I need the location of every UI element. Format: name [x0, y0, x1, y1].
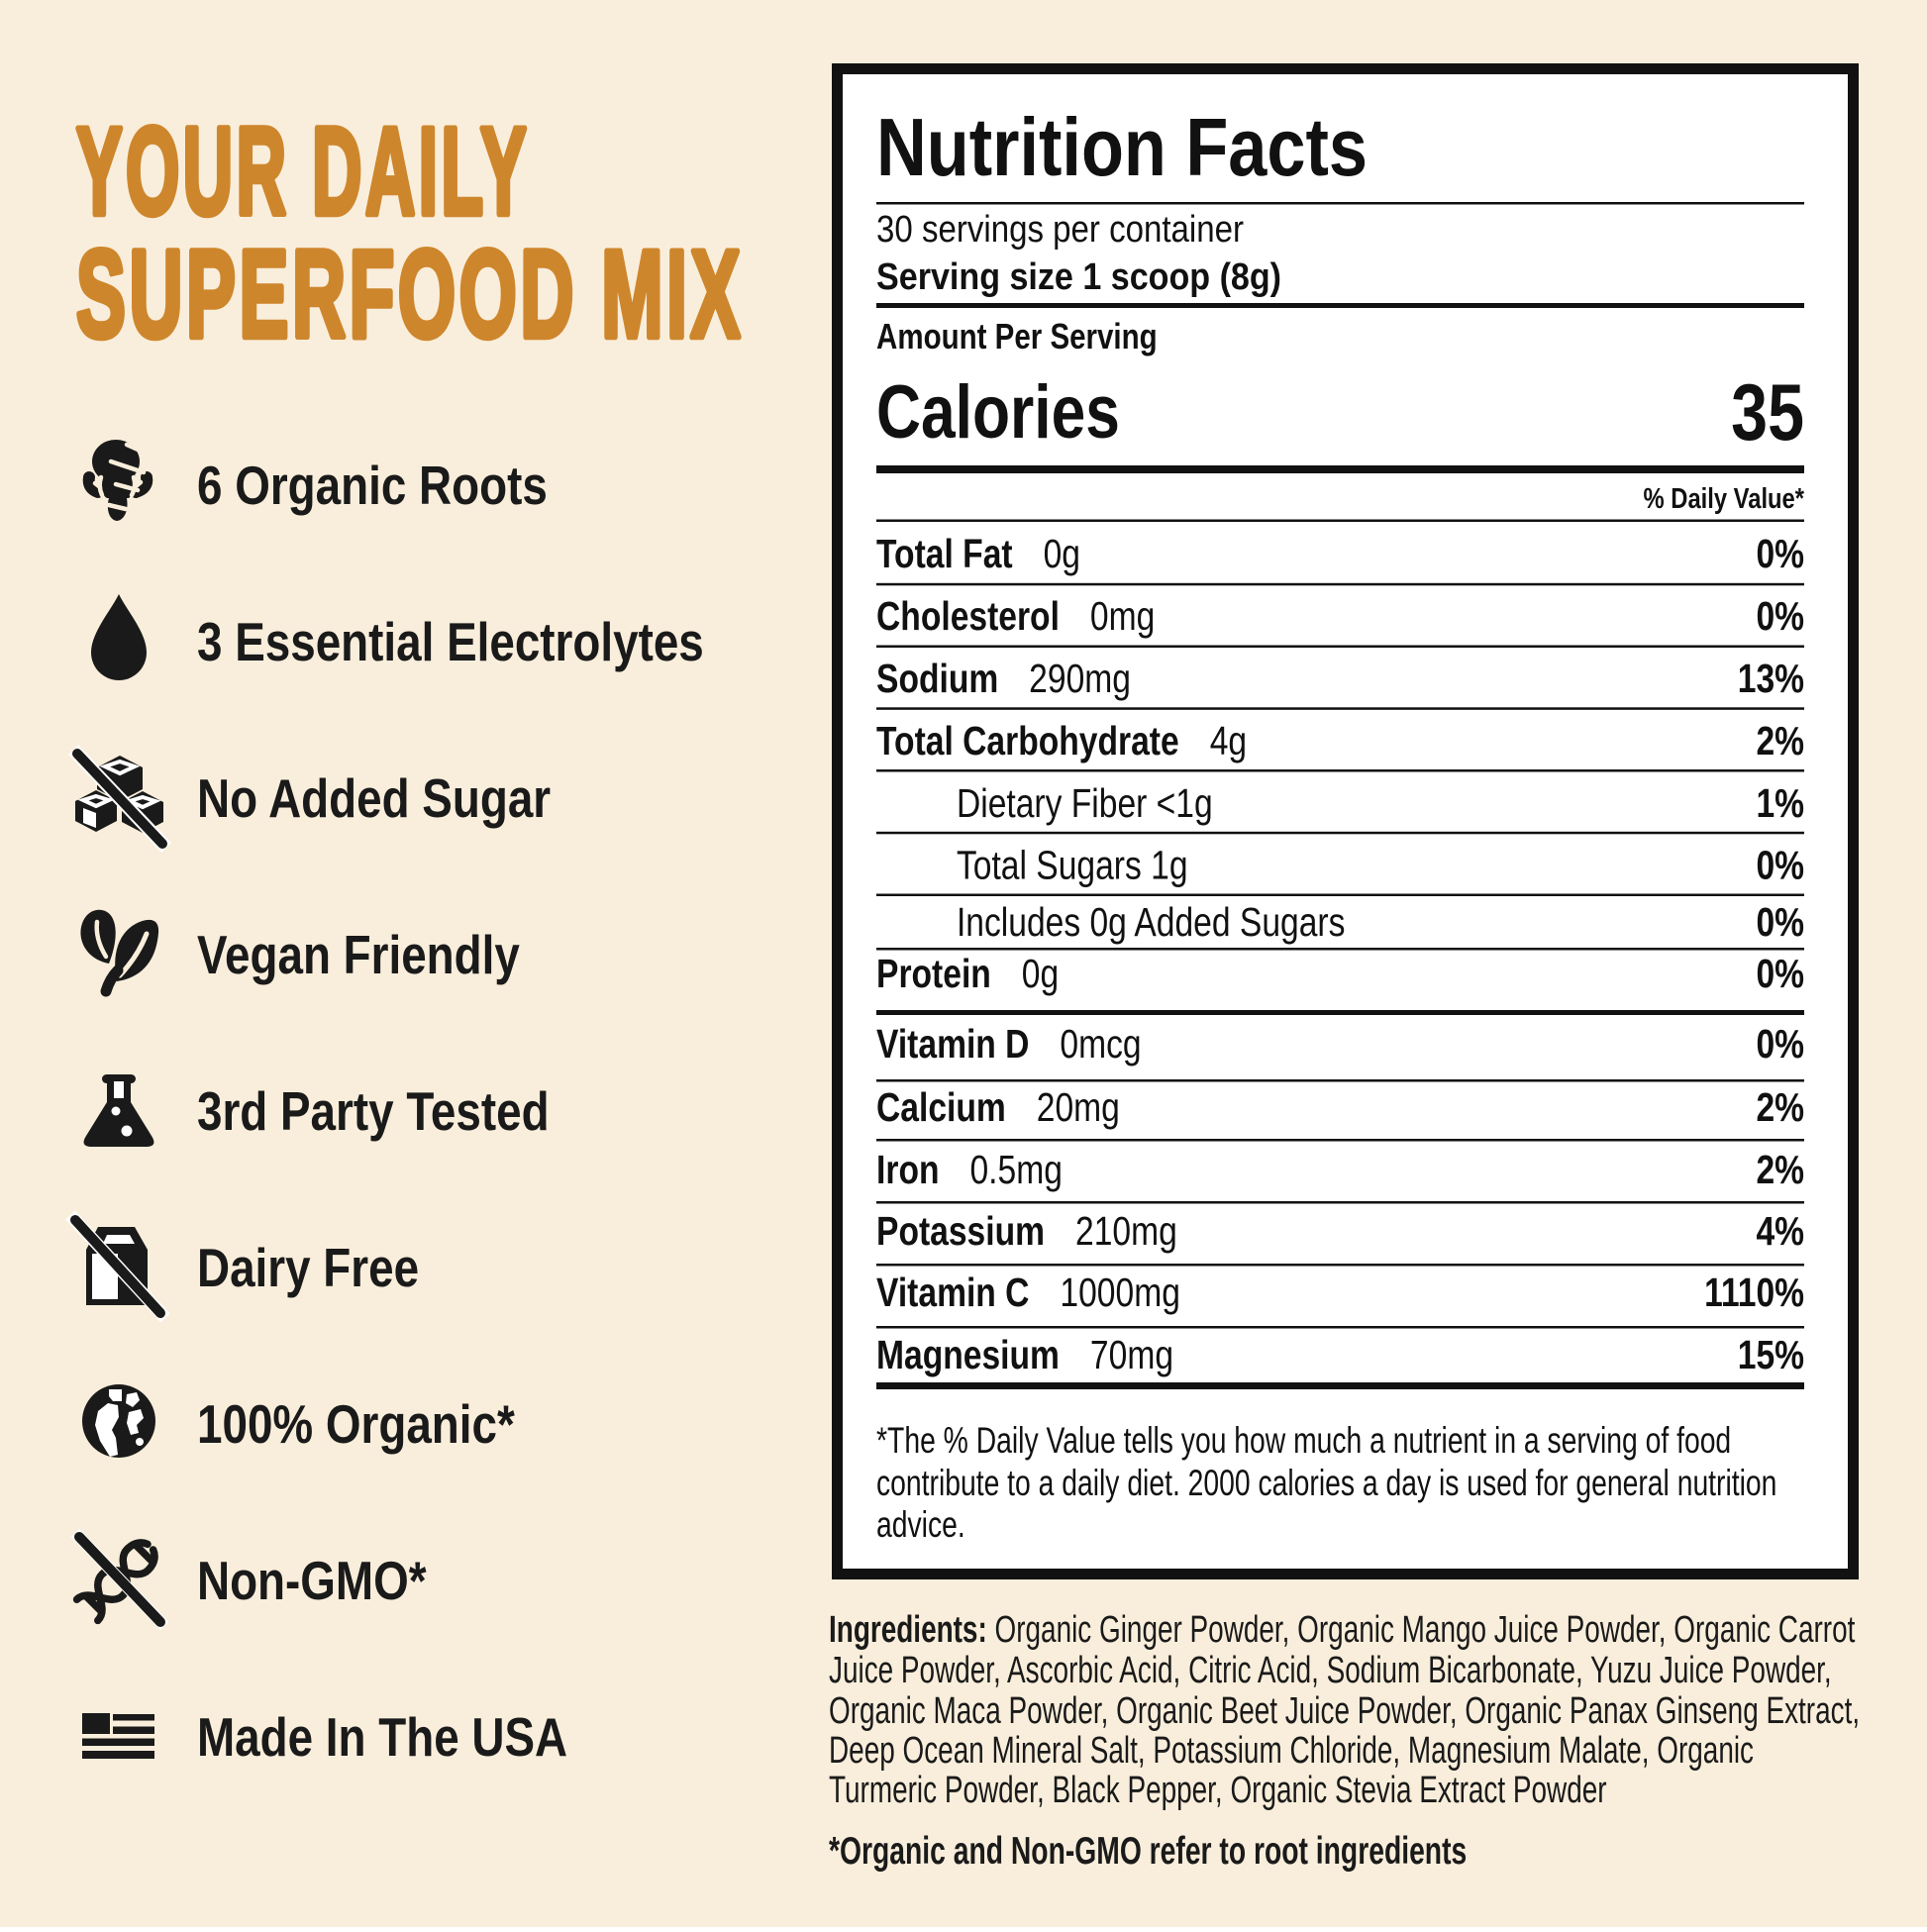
svg-text:2%: 2% — [1756, 1084, 1804, 1130]
svg-text:0%: 0% — [1756, 531, 1804, 576]
svg-text:0.5mg: 0.5mg — [969, 1147, 1062, 1192]
svg-text:Amount Per Serving: Amount Per Serving — [876, 316, 1158, 356]
svg-text:6 Organic Roots: 6 Organic Roots — [197, 455, 548, 516]
svg-text:Ingredients: Organic Ginger Po: Ingredients: Organic Ginger Powder, Orga… — [829, 1609, 1856, 1651]
svg-text:13%: 13% — [1738, 656, 1804, 701]
svg-text:0%: 0% — [1756, 951, 1804, 996]
svg-text:Cholesterol: Cholesterol — [876, 593, 1060, 639]
svg-text:4g: 4g — [1210, 718, 1247, 763]
svg-text:Total Carbohydrate: Total Carbohydrate — [876, 718, 1179, 763]
svg-text:3 Essential Electrolytes: 3 Essential Electrolytes — [197, 611, 704, 672]
svg-text:contribute to a daily diet. 20: contribute to a daily diet. 2000 calorie… — [876, 1462, 1776, 1503]
svg-text:Calcium: Calcium — [876, 1084, 1006, 1130]
svg-text:No Added Sugar: No Added Sugar — [197, 767, 551, 829]
svg-text:Total Sugars 1g: Total Sugars 1g — [957, 842, 1188, 887]
svg-text:Non-GMO*: Non-GMO* — [197, 1550, 427, 1611]
svg-text:Juice Powder, Ascorbic Acid, C: Juice Powder, Ascorbic Acid, Citric Acid… — [829, 1650, 1832, 1691]
svg-text:3rd Party Tested: 3rd Party Tested — [197, 1080, 550, 1142]
svg-text:1%: 1% — [1756, 780, 1804, 826]
svg-text:0mcg: 0mcg — [1060, 1021, 1141, 1067]
svg-text:2%: 2% — [1756, 1147, 1804, 1192]
svg-text:Iron: Iron — [876, 1147, 939, 1192]
svg-text:Total Fat: Total Fat — [876, 531, 1013, 576]
svg-text:20mg: 20mg — [1037, 1084, 1120, 1130]
svg-text:15%: 15% — [1738, 1332, 1804, 1377]
svg-text:Dietary Fiber <1g: Dietary Fiber <1g — [957, 780, 1213, 826]
svg-text:0%: 0% — [1756, 1021, 1804, 1067]
svg-text:Protein: Protein — [876, 951, 991, 996]
svg-text:0mg: 0mg — [1090, 593, 1155, 639]
svg-text:Turmeric Powder, Black Pepper,: Turmeric Powder, Black Pepper, Organic S… — [829, 1770, 1607, 1811]
svg-text:% Daily Value*: % Daily Value* — [1644, 482, 1805, 515]
svg-text:1110%: 1110% — [1704, 1270, 1804, 1315]
svg-text:70mg: 70mg — [1090, 1332, 1173, 1377]
svg-text:290mg: 290mg — [1029, 656, 1131, 701]
svg-text:Potassium: Potassium — [876, 1208, 1045, 1254]
svg-text:Vitamin D: Vitamin D — [876, 1021, 1029, 1067]
svg-text:Includes 0g Added Sugars: Includes 0g Added Sugars — [957, 899, 1345, 945]
svg-text:Vegan Friendly: Vegan Friendly — [197, 924, 520, 985]
svg-text:0%: 0% — [1756, 899, 1804, 945]
svg-text:*The % Daily Value tells you h: *The % Daily Value tells you how much a … — [876, 1419, 1731, 1461]
svg-text:YOUR DAILY: YOUR DAILY — [76, 103, 530, 241]
svg-text:35: 35 — [1731, 367, 1804, 458]
svg-text:Made In The USA: Made In The USA — [197, 1706, 567, 1768]
svg-text:210mg: 210mg — [1075, 1208, 1177, 1254]
svg-text:Dairy Free: Dairy Free — [197, 1237, 419, 1298]
svg-text:advice.: advice. — [876, 1503, 965, 1545]
svg-text:Sodium: Sodium — [876, 656, 998, 701]
svg-text:Calories: Calories — [876, 369, 1120, 454]
svg-text:100% Organic*: 100% Organic* — [197, 1393, 515, 1455]
svg-text:0%: 0% — [1756, 593, 1804, 639]
svg-text:Serving size 1 scoop (8g): Serving size 1 scoop (8g) — [876, 256, 1281, 298]
svg-text:0g: 0g — [1044, 531, 1080, 576]
svg-text:Magnesium: Magnesium — [876, 1332, 1060, 1377]
svg-text:Nutrition Facts: Nutrition Facts — [876, 101, 1368, 193]
svg-text:0g: 0g — [1022, 951, 1059, 996]
svg-text:Vitamin C: Vitamin C — [876, 1270, 1029, 1315]
svg-text:1000mg: 1000mg — [1060, 1270, 1179, 1315]
svg-text:4%: 4% — [1756, 1208, 1804, 1254]
svg-text:Deep Ocean Mineral Salt, Potas: Deep Ocean Mineral Salt, Potassium Chlor… — [829, 1730, 1754, 1772]
svg-text:SUPERFOOD MIX: SUPERFOOD MIX — [76, 226, 744, 363]
svg-text:30 servings per container: 30 servings per container — [876, 209, 1244, 251]
svg-text:*Organic and Non-GMO refer to: *Organic and Non-GMO refer to root ingre… — [829, 1830, 1467, 1873]
svg-text:Organic Maca Powder, Organic B: Organic Maca Powder, Organic Beet Juice … — [829, 1690, 1860, 1732]
svg-text:2%: 2% — [1756, 718, 1804, 763]
svg-text:0%: 0% — [1756, 842, 1804, 887]
